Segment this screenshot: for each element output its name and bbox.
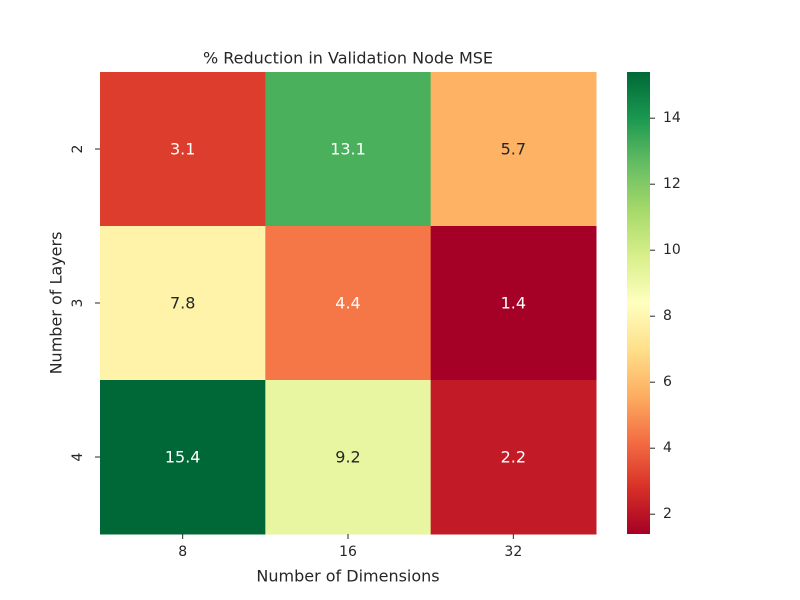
cell-value-label: 4.4: [335, 294, 360, 313]
chart-title: % Reduction in Validation Node MSE: [203, 49, 493, 68]
heatmap-cells: 3.1 13.1 5.7 7.8 4.4 1.4 15.4 9.2 2.2: [100, 72, 597, 535]
x-axis-label: Number of Dimensions: [256, 567, 439, 586]
heatmap-cell: [430, 226, 597, 381]
x-tick-label: 32: [504, 544, 522, 560]
x-tick-label: 8: [178, 544, 187, 560]
y-axis-ticks: 2 3 4: [70, 145, 100, 461]
heatmap-cell: [100, 226, 266, 381]
heatmap-cell: [430, 380, 597, 535]
cell-value-label: 13.1: [330, 140, 366, 159]
colorbar-tick-label: 6: [663, 374, 672, 390]
heatmap-cell: [265, 226, 432, 381]
cell-value-label: 2.2: [501, 448, 526, 467]
colorbar: [627, 72, 650, 534]
cell-value-label: 15.4: [165, 448, 201, 467]
cell-value-label: 5.7: [501, 140, 526, 159]
heatmap-cell: [265, 380, 432, 535]
x-axis-ticks: 8 16 32: [178, 534, 522, 560]
colorbar-tick-label: 4: [663, 440, 672, 456]
y-tick-label: 3: [70, 299, 86, 308]
colorbar-tick-label: 12: [663, 176, 681, 192]
colorbar-tick-label: 10: [663, 242, 681, 258]
cell-value-label: 9.2: [335, 448, 360, 467]
x-tick-label: 16: [339, 544, 357, 560]
colorbar-tick-label: 14: [663, 110, 681, 126]
cell-value-label: 1.4: [501, 294, 526, 313]
heatmap-cell: [265, 72, 432, 227]
heatmap-cell: [100, 380, 266, 535]
colorbar-ticks: 2 4 6 8 10 12 14: [650, 110, 681, 522]
y-tick-label: 2: [70, 145, 86, 154]
colorbar-tick-label: 2: [663, 506, 672, 522]
colorbar-tick-label: 8: [663, 308, 672, 324]
cell-value-label: 7.8: [170, 294, 195, 313]
y-axis-label: Number of Layers: [47, 232, 66, 375]
heatmap-cell: [100, 72, 266, 227]
y-tick-label: 4: [70, 452, 86, 461]
cell-value-label: 3.1: [170, 140, 195, 159]
heatmap-cell: [430, 72, 597, 227]
